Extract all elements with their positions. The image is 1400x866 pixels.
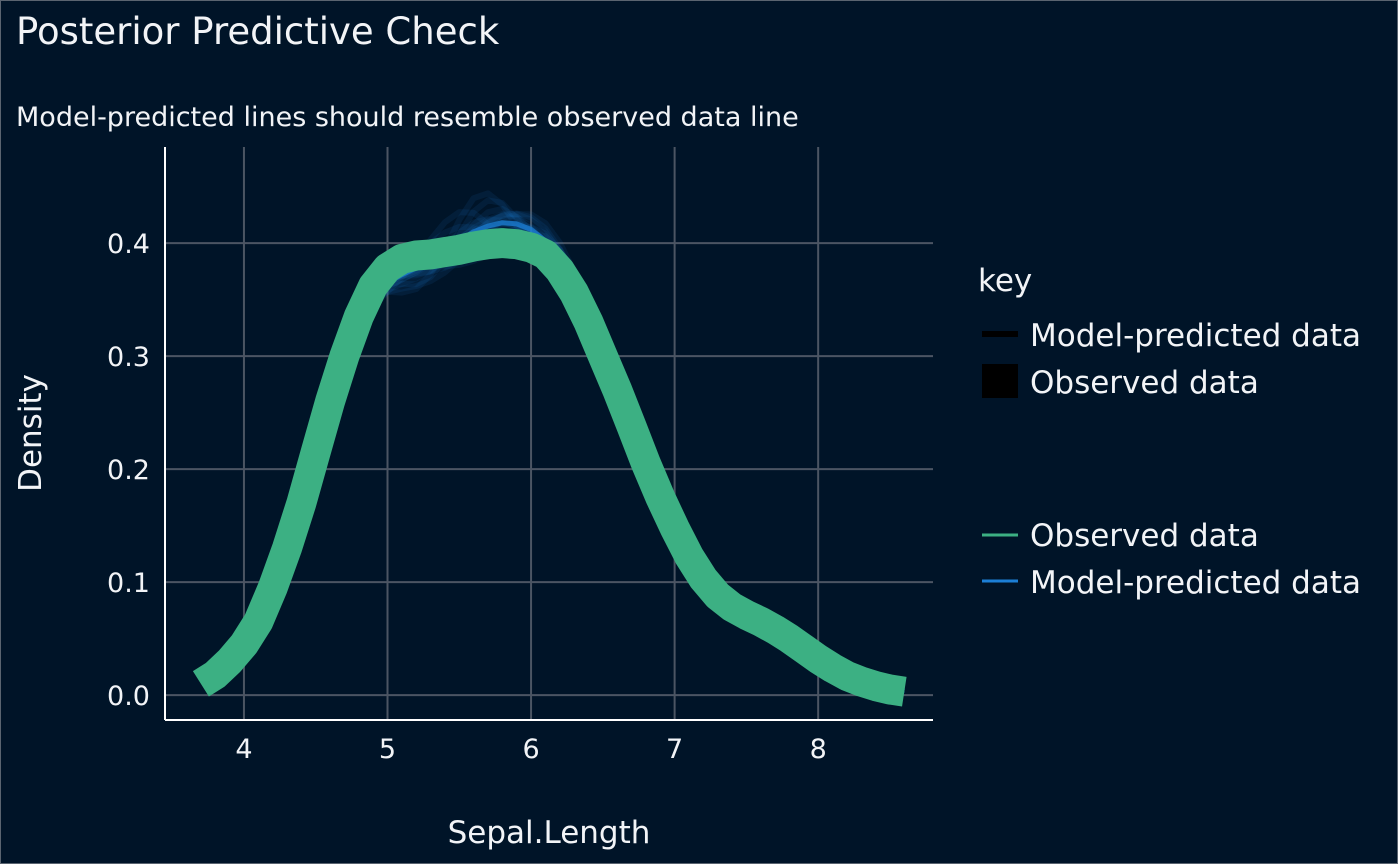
y-tick-label: 0.4	[107, 229, 150, 260]
x-tick-label: 5	[379, 734, 396, 765]
tick-labels: 4 5 6 7 8 0.0 0.1 0.2 0.3 0.4	[107, 229, 827, 765]
chart-subtitle: Model-predicted lines should resemble ob…	[16, 102, 799, 133]
legend-label: Observed data	[1030, 518, 1259, 554]
x-axis-label: Sepal.Length	[448, 815, 651, 851]
x-tick-label: 4	[235, 734, 252, 765]
legend-label: Observed data	[1030, 365, 1259, 401]
x-tick-label: 6	[522, 734, 539, 765]
x-tick-label: 8	[810, 734, 827, 765]
y-tick-label: 0.3	[107, 342, 150, 373]
y-axis-label: Density	[13, 374, 49, 492]
chart-title: Posterior Predictive Check	[16, 10, 500, 53]
legend: key Model-predicted data Observed data O…	[978, 263, 1361, 601]
legend-key-predicted-thin	[982, 331, 1018, 337]
observed-data-line	[192, 228, 907, 707]
observed-line-group	[192, 228, 907, 707]
x-tick-label: 7	[666, 734, 683, 765]
legend-label: Model-predicted data	[1030, 318, 1361, 354]
y-tick-label: 0.1	[107, 568, 150, 599]
legend-key-observed-thick	[982, 364, 1018, 398]
legend-label: Model-predicted data	[1030, 565, 1361, 601]
axes	[164, 147, 933, 721]
y-tick-label: 0.2	[107, 455, 150, 486]
y-tick-label: 0.0	[107, 681, 150, 712]
legend-title: key	[978, 263, 1032, 299]
